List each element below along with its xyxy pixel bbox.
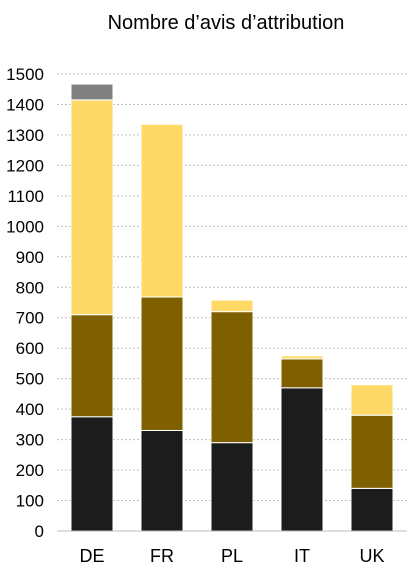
x-category-label-uk: UK (359, 546, 384, 566)
y-tick-label-0: 0 (35, 522, 44, 541)
bar-de-segment-2 (70, 314, 114, 418)
bar-pl-segment-1 (210, 442, 254, 532)
x-category-label-it: IT (294, 546, 310, 566)
bar-fr-segment-1 (140, 429, 184, 532)
y-tick-label-300: 300 (16, 431, 44, 450)
bar-it-segment-3 (280, 355, 324, 360)
bar-it-segment-2 (280, 358, 324, 389)
bar-uk-segment-1 (350, 487, 394, 532)
y-tick-label-700: 700 (16, 309, 44, 328)
bar-uk-segment-3 (350, 384, 394, 416)
x-category-label-pl: PL (221, 546, 243, 566)
y-tick-label-1100: 1100 (7, 187, 44, 206)
y-tick-label-800: 800 (16, 278, 44, 297)
bars (70, 83, 394, 532)
y-tick-label-600: 600 (16, 339, 44, 358)
y-axis-ticks: 0 100 200 300 400 500 600 700 800 900 1000 1100 1200… (6, 65, 44, 541)
y-tick-label-900: 900 (16, 248, 44, 267)
x-category-label-fr: FR (150, 546, 174, 566)
bar-pl-segment-2 (210, 311, 254, 444)
y-tick-label-1500: 1500 (6, 65, 44, 84)
y-tick-label-500: 500 (16, 370, 44, 389)
bar-de-segment-1 (70, 416, 114, 532)
bar-de-segment-4 (70, 83, 114, 101)
bar-it-segment-1 (280, 387, 324, 532)
y-tick-label-100: 100 (16, 492, 44, 511)
chart-title: Nombre d’avis d’attribution (108, 12, 345, 34)
y-tick-label-1300: 1300 (6, 126, 44, 145)
bar-fr-segment-2 (140, 296, 184, 431)
y-tick-label-1200: 1200 (6, 156, 44, 175)
bar-pl-segment-3 (210, 299, 254, 313)
x-axis-categories: DE FR PL IT UK (79, 546, 384, 566)
bar-de-segment-3 (70, 99, 114, 316)
bar-uk-segment-2 (350, 414, 394, 489)
x-category-label-de: DE (79, 546, 104, 566)
y-tick-label-1400: 1400 (6, 95, 44, 114)
y-tick-label-400: 400 (16, 400, 44, 419)
y-tick-label-200: 200 (16, 461, 44, 480)
bar-fr-segment-3 (140, 123, 184, 298)
y-tick-label-1000: 1000 (6, 217, 44, 236)
